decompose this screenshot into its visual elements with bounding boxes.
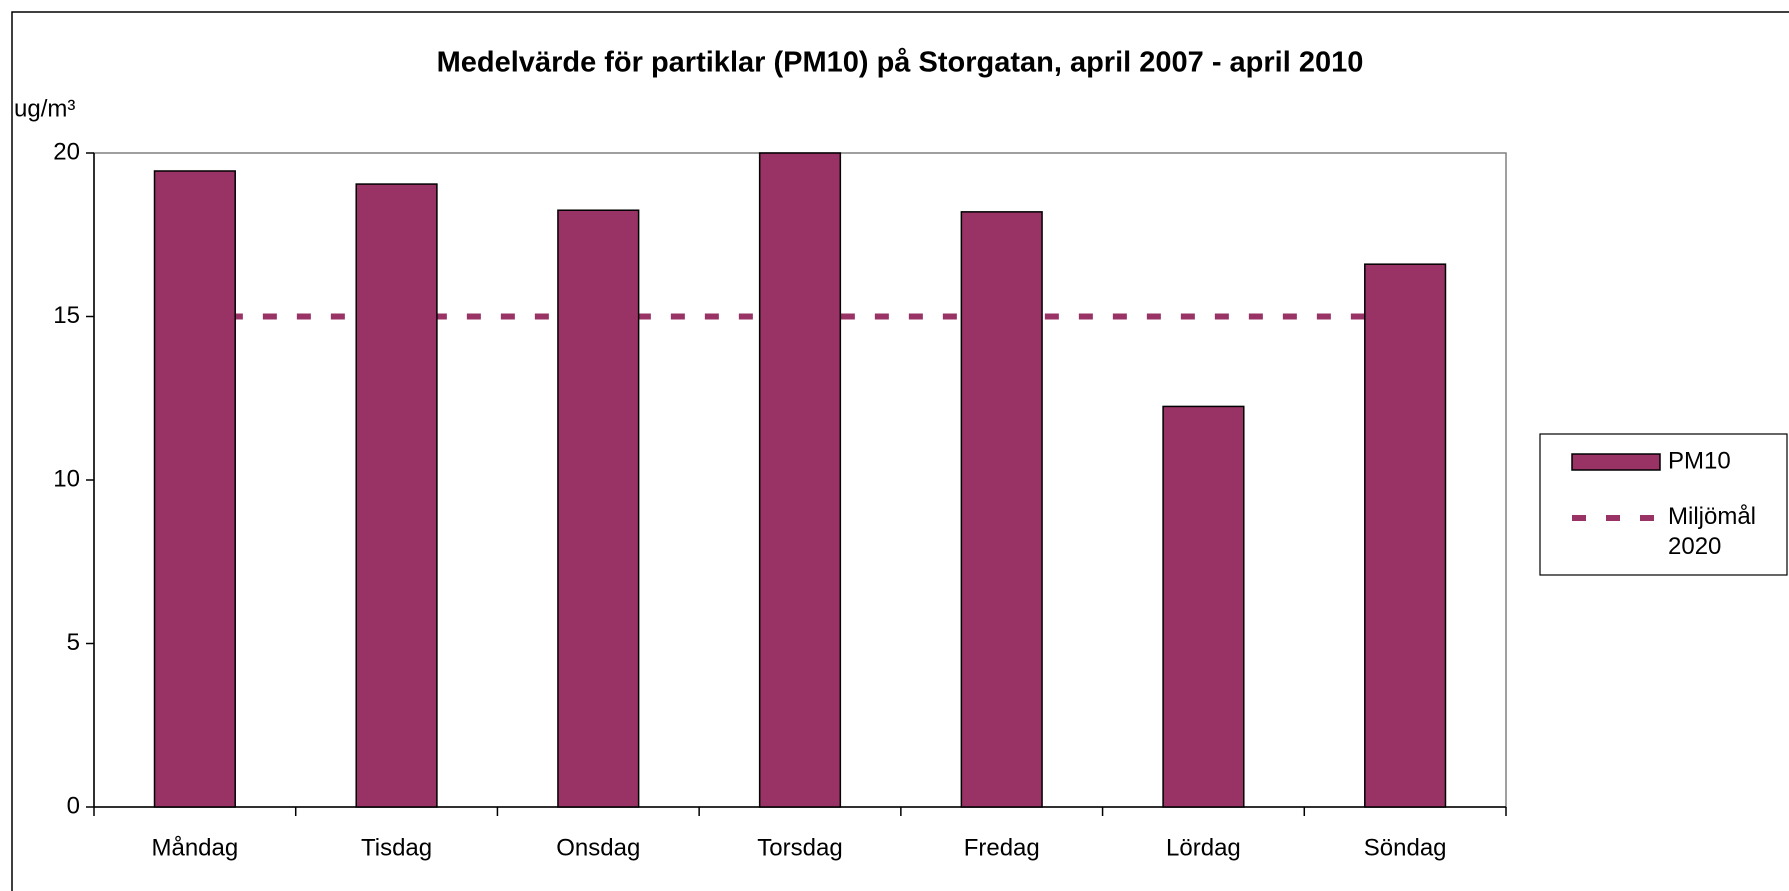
x-tick-label: Måndag — [151, 834, 238, 861]
bar — [557, 209, 640, 808]
legend-label: PM10 — [1668, 447, 1731, 474]
x-tick-label: Söndag — [1364, 834, 1447, 861]
x-tick-label: Lördag — [1166, 834, 1241, 861]
bar — [1162, 405, 1245, 808]
x-tick-label: Onsdag — [556, 834, 640, 861]
y-tick-label: 15 — [53, 302, 80, 329]
bar — [758, 152, 842, 808]
x-tick-label: Tisdag — [361, 834, 432, 861]
chart-title: Medelvärde för partiklar (PM10) på Storg… — [437, 47, 1364, 79]
y-tick-label: 0 — [67, 792, 80, 819]
legend-swatch — [1571, 453, 1661, 471]
x-tick-label: Fredag — [964, 834, 1040, 861]
x-tick-label: Torsdag — [757, 834, 842, 861]
bar — [1364, 263, 1447, 808]
y-tick-label: 20 — [53, 138, 80, 165]
y-tick-label: 10 — [53, 465, 80, 492]
bar — [960, 211, 1043, 808]
y-axis-label: ug/m³ — [14, 95, 75, 122]
legend-label: Miljömål 2020 — [1668, 503, 1756, 560]
y-tick-label: 5 — [67, 629, 80, 656]
bar — [355, 183, 438, 808]
bar — [153, 170, 236, 808]
